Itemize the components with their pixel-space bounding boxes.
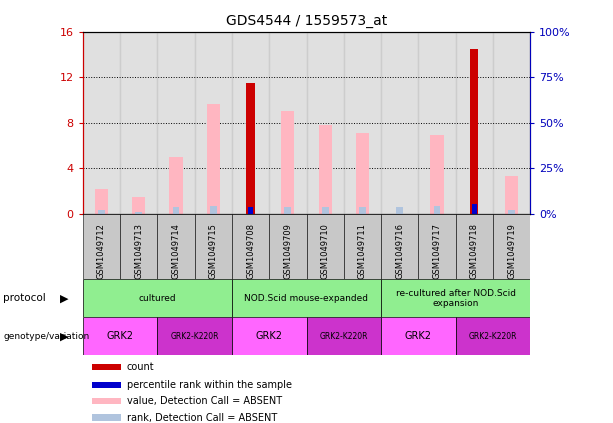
Text: GRK2-K220R: GRK2-K220R [319, 332, 368, 341]
Bar [135, 212, 142, 214]
Text: GRK2: GRK2 [405, 331, 432, 341]
Text: GSM1049710: GSM1049710 [321, 223, 330, 279]
Text: GSM1049719: GSM1049719 [507, 223, 516, 279]
Bar [83, 317, 158, 355]
Bar [195, 214, 232, 279]
Bar [455, 214, 493, 279]
Text: GSM1049712: GSM1049712 [97, 223, 106, 279]
Text: cultured: cultured [139, 294, 176, 303]
Bar [92, 415, 121, 421]
Text: GSM1049715: GSM1049715 [209, 223, 218, 279]
Bar [269, 214, 306, 279]
Bar [83, 214, 120, 279]
Text: GRK2-K220R: GRK2-K220R [170, 332, 219, 341]
Text: GRK2: GRK2 [107, 331, 134, 341]
Bar [158, 32, 195, 214]
Text: protocol: protocol [3, 293, 46, 303]
Bar [381, 279, 530, 317]
Bar [120, 32, 158, 214]
Bar [92, 398, 121, 404]
Bar [344, 214, 381, 279]
Bar [344, 32, 381, 214]
Text: GSM1049717: GSM1049717 [433, 223, 441, 280]
Text: genotype/variation: genotype/variation [3, 332, 89, 341]
Bar [95, 189, 108, 214]
Text: percentile rank within the sample: percentile rank within the sample [127, 380, 292, 390]
Bar [397, 207, 403, 214]
Bar [306, 317, 381, 355]
Title: GDS4544 / 1559573_at: GDS4544 / 1559573_at [226, 14, 387, 28]
Text: GSM1049714: GSM1049714 [172, 223, 180, 279]
Bar [356, 133, 369, 214]
Bar [158, 214, 195, 279]
Text: count: count [127, 362, 154, 372]
Text: GSM1049718: GSM1049718 [470, 223, 479, 280]
Bar [269, 32, 306, 214]
Bar [493, 214, 530, 279]
Bar [195, 32, 232, 214]
Bar [419, 32, 455, 214]
Bar [455, 32, 493, 214]
Bar [493, 32, 530, 214]
Bar [158, 317, 232, 355]
Bar [430, 135, 444, 214]
Text: rank, Detection Call = ABSENT: rank, Detection Call = ABSENT [127, 412, 277, 423]
Bar [132, 197, 145, 214]
Text: GSM1049709: GSM1049709 [283, 223, 292, 279]
Bar [169, 157, 183, 214]
Bar [83, 279, 232, 317]
Bar [98, 210, 105, 214]
Bar [232, 214, 269, 279]
Text: GSM1049716: GSM1049716 [395, 223, 404, 280]
Bar [207, 104, 220, 214]
Bar [92, 364, 121, 370]
Bar [381, 317, 455, 355]
Bar [83, 32, 120, 214]
Bar [418, 214, 455, 279]
Bar [470, 49, 478, 214]
Bar [248, 207, 253, 214]
Bar [472, 203, 476, 214]
Bar [92, 382, 121, 388]
Bar [232, 32, 269, 214]
Bar [505, 176, 518, 214]
Bar [359, 207, 366, 214]
Bar [381, 32, 419, 214]
Text: GRK2-K220R: GRK2-K220R [469, 332, 517, 341]
Text: NOD.Scid mouse-expanded: NOD.Scid mouse-expanded [245, 294, 368, 303]
Text: GSM1049713: GSM1049713 [134, 223, 143, 280]
Bar [210, 206, 216, 214]
Bar [381, 214, 418, 279]
Text: ▶: ▶ [60, 293, 69, 303]
Text: value, Detection Call = ABSENT: value, Detection Call = ABSENT [127, 396, 282, 406]
Bar [281, 111, 294, 214]
Bar [246, 83, 254, 214]
Bar [306, 32, 344, 214]
Bar [455, 317, 530, 355]
Bar [173, 207, 180, 214]
Text: GSM1049711: GSM1049711 [358, 223, 367, 279]
Bar [322, 206, 329, 214]
Text: re-cultured after NOD.Scid
expansion: re-cultured after NOD.Scid expansion [395, 288, 516, 308]
Bar [306, 214, 344, 279]
Text: GRK2: GRK2 [256, 331, 283, 341]
Bar [433, 206, 440, 214]
Bar [284, 207, 291, 214]
Bar [232, 279, 381, 317]
Bar [508, 210, 515, 214]
Bar [319, 125, 332, 214]
Text: ▶: ▶ [60, 331, 69, 341]
Bar [120, 214, 158, 279]
Bar [232, 317, 306, 355]
Text: GSM1049708: GSM1049708 [246, 223, 255, 280]
